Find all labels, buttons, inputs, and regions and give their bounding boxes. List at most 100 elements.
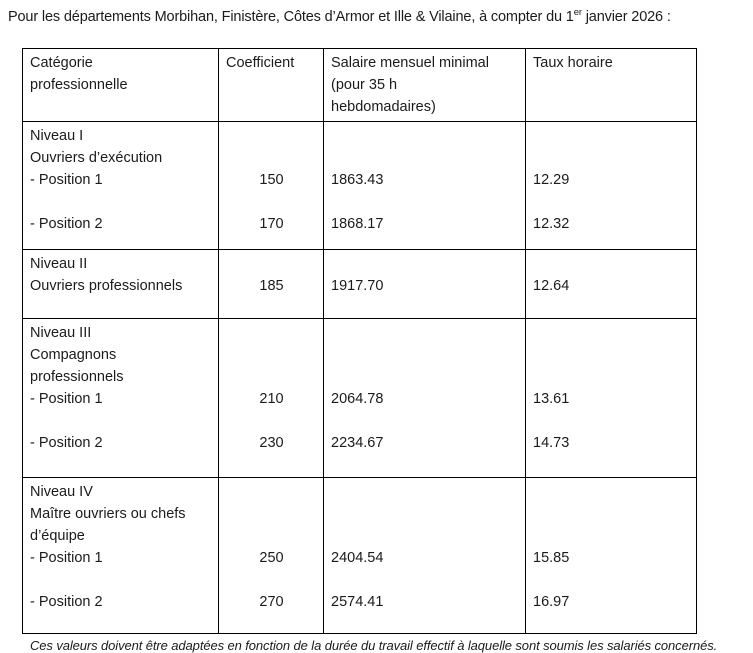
rate-cell: 12.29 12.32 bbox=[526, 122, 696, 249]
category-cell: Niveau IV Maître ouvriers ou chefs d’équip… bbox=[23, 478, 219, 633]
rate-line: 12.29 bbox=[533, 172, 570, 188]
table-row-niveau-4: Niveau IV Maître ouvriers ou chefs d’équip… bbox=[23, 477, 696, 633]
category-cell: Niveau III Compagnons professionnels - Posi… bbox=[23, 319, 219, 477]
category-line: - Position 2 bbox=[30, 594, 103, 610]
coefficient-line: 230 bbox=[259, 435, 284, 451]
rate-line bbox=[533, 191, 690, 213]
category-line bbox=[30, 191, 212, 213]
table-header-row: Catégorie professionnelle Coefficient Sal… bbox=[23, 49, 696, 121]
rate-line bbox=[533, 147, 690, 169]
category-line: - Position 1 bbox=[30, 172, 103, 188]
category-line bbox=[30, 410, 212, 432]
rate-line: 14.73 bbox=[533, 435, 570, 451]
category-cell: Niveau I Ouvriers d’exécution - Position 1… bbox=[23, 122, 219, 249]
salary-line bbox=[331, 569, 519, 591]
table-row-niveau-3: Niveau III Compagnons professionnels - Posi… bbox=[23, 318, 696, 477]
category-line: Compagnons bbox=[30, 347, 117, 363]
coefficient-line bbox=[226, 410, 317, 432]
salary-line bbox=[331, 191, 519, 213]
coefficient-line bbox=[226, 344, 317, 366]
category-line: Niveau III bbox=[30, 325, 92, 341]
rate-line bbox=[533, 503, 690, 525]
salary-cell: 1917.70 bbox=[324, 250, 526, 318]
salary-line bbox=[331, 344, 519, 366]
coefficient-line: 210 bbox=[259, 391, 284, 407]
salary-line bbox=[331, 253, 519, 275]
rate-line bbox=[533, 253, 690, 275]
text-line: Salaire mensuel minimal bbox=[331, 55, 489, 71]
salary-cell: 1863.43 1868.17 bbox=[324, 122, 526, 249]
category-line bbox=[30, 569, 212, 591]
header-cell-coefficient: Coefficient bbox=[219, 49, 324, 121]
rate-line bbox=[533, 344, 690, 366]
salary-line bbox=[331, 525, 519, 547]
category-line: Niveau I bbox=[30, 128, 84, 144]
salary-line bbox=[331, 366, 519, 388]
rate-line bbox=[533, 525, 690, 547]
salary-table: Catégorie professionnelle Coefficient Sal… bbox=[22, 48, 697, 634]
rate-cell: 13.61 14.73 bbox=[526, 319, 696, 477]
coefficient-line: 270 bbox=[259, 594, 284, 610]
coefficient-line bbox=[226, 503, 317, 525]
rate-line: 15.85 bbox=[533, 550, 570, 566]
category-line: Ouvriers professionnels bbox=[30, 278, 183, 294]
category-line: d’équipe bbox=[30, 528, 85, 544]
salary-line bbox=[331, 503, 519, 525]
header-cell-salaire-mensuel-minimal: Salaire mensuel minimal (pour 35 h hebdoma… bbox=[324, 49, 526, 121]
coefficient-line bbox=[226, 191, 317, 213]
salary-line: 1863.43 bbox=[331, 172, 384, 188]
coefficient-line bbox=[226, 125, 317, 147]
text-line: Coefficient bbox=[226, 55, 295, 71]
coefficient-line bbox=[226, 525, 317, 547]
category-line: - Position 1 bbox=[30, 391, 103, 407]
rate-line bbox=[533, 569, 690, 591]
salary-line: 2064.78 bbox=[331, 391, 384, 407]
text-line: professionnelle bbox=[30, 77, 128, 93]
rate-line: 12.32 bbox=[533, 216, 570, 232]
salary-line: 1868.17 bbox=[331, 216, 384, 232]
footnote-text: Ces valeurs doivent être adaptées en fon… bbox=[30, 638, 718, 653]
salary-line bbox=[331, 410, 519, 432]
category-line: professionnels bbox=[30, 369, 124, 385]
rate-line bbox=[533, 481, 690, 503]
salary-cell: 2404.54 2574.41 bbox=[324, 478, 526, 633]
coefficient-cell: 210 230 bbox=[219, 319, 324, 477]
category-line: Niveau II bbox=[30, 256, 88, 272]
coefficient-line bbox=[226, 366, 317, 388]
coefficient-line: 185 bbox=[259, 278, 284, 294]
category-line: - Position 1 bbox=[30, 550, 103, 566]
salary-line bbox=[331, 481, 519, 503]
table-row-niveau-1: Niveau I Ouvriers d’exécution - Position 1… bbox=[23, 121, 696, 249]
category-line: - Position 2 bbox=[30, 435, 103, 451]
coefficient-line bbox=[226, 322, 317, 344]
intro-text: Pour les départements Morbihan, Finistèr… bbox=[8, 7, 671, 25]
coefficient-line bbox=[226, 147, 317, 169]
salary-line bbox=[331, 322, 519, 344]
coefficient-cell: 250 270 bbox=[219, 478, 324, 633]
coefficient-cell: 185 bbox=[219, 250, 324, 318]
salary-line bbox=[331, 125, 519, 147]
rate-line bbox=[533, 322, 690, 344]
coefficient-line bbox=[226, 481, 317, 503]
salary-line: 2234.67 bbox=[331, 435, 384, 451]
text-line: (pour 35 h bbox=[331, 77, 398, 93]
category-line: Ouvriers d’exécution bbox=[30, 150, 163, 166]
text-line: Catégorie bbox=[30, 55, 93, 71]
rate-line bbox=[533, 410, 690, 432]
rate-line bbox=[533, 366, 690, 388]
rate-line: 12.64 bbox=[533, 278, 570, 294]
category-cell: Niveau II Ouvriers professionnels bbox=[23, 250, 219, 318]
category-line: - Position 2 bbox=[30, 216, 103, 232]
header-cell-categorie-professionnelle: Catégorie professionnelle bbox=[23, 49, 219, 121]
salary-line bbox=[331, 147, 519, 169]
coefficient-line bbox=[226, 253, 317, 275]
coefficient-line: 150 bbox=[259, 172, 284, 188]
coefficient-line: 170 bbox=[259, 216, 284, 232]
text-line: hebdomadaires) bbox=[331, 99, 436, 115]
header-cell-taux-horaire: Taux horaire bbox=[526, 49, 696, 121]
coefficient-line bbox=[226, 569, 317, 591]
text-line: Taux horaire bbox=[533, 55, 613, 71]
intro-superscript: er bbox=[573, 7, 582, 19]
rate-line bbox=[533, 125, 690, 147]
